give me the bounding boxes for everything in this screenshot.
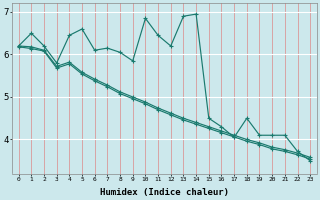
X-axis label: Humidex (Indice chaleur): Humidex (Indice chaleur) — [100, 188, 229, 197]
